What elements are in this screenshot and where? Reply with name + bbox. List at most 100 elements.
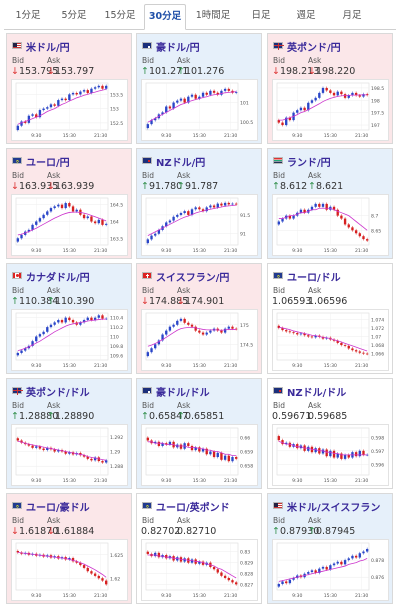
- tab-5[interactable]: 日足: [251, 10, 271, 21]
- pair-link[interactable]: ユーロ/ドル: [287, 273, 341, 284]
- pair-link[interactable]: NZドル/ドル: [287, 388, 347, 399]
- rate-card[interactable]: ランド/円 Bid Ask ↑8.612 ↑8.621 8.7 8.65 9:30 15:30 2…: [267, 148, 393, 259]
- rate-card[interactable]: ユーロ/豪ドル Bid Ask ↓1.61870 ↓1.61884 1.625 1.62 9:…: [6, 493, 132, 604]
- candle-body: [68, 452, 71, 454]
- tab-0[interactable]: 1分足: [15, 10, 41, 21]
- candle-body: [93, 573, 97, 576]
- pair-link[interactable]: 豪ドル/円: [156, 43, 200, 54]
- candle-body: [194, 207, 197, 210]
- mini-chart[interactable]: 175 174.5 9:30 15:30 21:30: [141, 309, 258, 371]
- y-tick-label: 153.5: [110, 92, 123, 98]
- tab-3[interactable]: 30分足: [144, 4, 186, 30]
- candle-body: [354, 350, 358, 352]
- x-tick-label: 21:30: [224, 478, 237, 484]
- rate-card[interactable]: ユーロ/英ポンド Bid Ask 0.82702 0.82710 0.83 0.829 0.8…: [136, 493, 262, 604]
- candle-body: [358, 95, 361, 97]
- mini-chart[interactable]: 110.4 110.2 110 109.8 109.6 9:30 15:30 21:30: [11, 309, 128, 371]
- rate-card[interactable]: ユーロ/ドル Bid Ask 1.06593 1.06596 1.074 1.072 1.07…: [267, 263, 393, 374]
- rate-card[interactable]: カナダドル/円 Bid Ask ↑110.384 ↑110.390 110.4 110.2 1…: [6, 263, 132, 374]
- mini-chart[interactable]: 1.074 1.072 1.07 1.068 1.066 9:30 15:30 21:30: [272, 309, 389, 371]
- rate-card[interactable]: 米ドル/円 Bid Ask ↓153.795 ↓153.797 153.5 153 152.5…: [6, 33, 132, 144]
- rate-card[interactable]: 米ドル/スイスフラン Bid Ask ↑0.87930 ↑0.87945 0.878 0.8…: [267, 493, 393, 604]
- candle-body: [347, 345, 350, 349]
- candle-body: [307, 102, 310, 111]
- rate-card[interactable]: NZドル/円 Bid Ask ↑91.780 ↑91.787 91.5 91 9:30 15:3…: [136, 148, 262, 259]
- bid-price: 0.82702: [141, 526, 181, 537]
- candle-body: [307, 572, 310, 574]
- pair-link[interactable]: 英ポンド/ドル: [26, 388, 90, 399]
- candle-body: [292, 332, 295, 334]
- bid-label: Bid: [273, 286, 285, 295]
- rate-card[interactable]: 豪ドル/ドル Bid Ask ↑0.65847 ↑0.65851 0.66 0.659 0.6…: [136, 378, 262, 489]
- arrow-down-icon: ↓: [177, 296, 185, 307]
- mini-chart[interactable]: 164.5 164 163.5 9:30 15:30 21:30: [11, 194, 128, 256]
- candle-body: [314, 335, 317, 338]
- tab-4[interactable]: 1時間足: [195, 10, 231, 21]
- mini-chart[interactable]: 0.598 0.597 0.596 9:30 15:30 21:30: [272, 424, 389, 486]
- bid-label: Bid: [142, 286, 154, 295]
- mini-chart[interactable]: 101 100.5 9:30 15:30 21:30: [141, 79, 258, 141]
- x-tick-label: 21:30: [355, 478, 368, 484]
- mini-chart[interactable]: 8.7 8.65 9:30 15:30 21:30: [272, 194, 389, 256]
- pair-link[interactable]: スイスフラン/円: [156, 273, 230, 284]
- pair-link[interactable]: 英ポンド/円: [287, 43, 341, 54]
- rate-card[interactable]: 英ポンド/ドル Bid Ask ↑1.28880 ↑1.28890 1.292 1.29 1.…: [6, 378, 132, 489]
- mini-chart[interactable]: 0.66 0.659 0.658 9:30 15:30 21:30: [141, 424, 258, 486]
- mini-chart[interactable]: 153.5 153 152.5 9:30 15:30 21:30: [11, 79, 128, 141]
- y-tick-label: 0.658: [240, 463, 253, 469]
- x-tick-label: 9:30: [292, 593, 302, 599]
- tab-1[interactable]: 5分足: [61, 10, 87, 21]
- candle-body: [179, 318, 183, 321]
- mini-chart[interactable]: 91.5 91 9:30 15:30 21:30: [141, 194, 258, 256]
- chart-svg: 110.4 110.2 110 109.8 109.6 9:30 15:30 21:30: [15, 312, 123, 369]
- ask-label: Ask: [308, 516, 322, 525]
- mini-chart[interactable]: 0.878 0.876 9:30 15:30 21:30: [272, 539, 389, 601]
- moving-average-line: [147, 327, 237, 347]
- rate-card[interactable]: NZドル/ドル Bid Ask 0.59671 0.59685 0.598 0.597 0.5…: [267, 378, 393, 489]
- pair-link[interactable]: ユーロ/豪ドル: [26, 503, 90, 514]
- y-tick-label: 153: [110, 107, 119, 113]
- y-tick-label: 197.5: [371, 111, 384, 117]
- pair-link[interactable]: NZドル/円: [156, 158, 206, 169]
- x-tick-label: 21:30: [94, 248, 107, 254]
- pair-link[interactable]: カナダドル/円: [26, 273, 90, 284]
- candle-body: [299, 333, 303, 335]
- candle-body: [146, 551, 150, 554]
- mini-chart[interactable]: 198.5 198 197.5 197 9:30 15:30 21:30: [272, 79, 389, 141]
- rate-card[interactable]: ユーロ/円 Bid Ask ↓163.935 ↓163.939 164.5 164 163.5…: [6, 148, 132, 259]
- pair-link[interactable]: 米ドル/円: [26, 43, 70, 54]
- mini-chart[interactable]: 1.292 1.29 1.288 9:30 15:30 21:30: [11, 424, 128, 486]
- candle-body: [168, 441, 172, 445]
- bid-label: Bid: [12, 516, 24, 525]
- candle-body: [150, 348, 153, 353]
- pair-link[interactable]: ランド/円: [287, 158, 331, 169]
- ask-price: 0.59685: [308, 411, 348, 422]
- candle-body: [325, 203, 328, 210]
- mini-chart[interactable]: 1.625 1.62 9:30 15:30 21:30: [11, 539, 128, 601]
- tab-2[interactable]: 15分足: [104, 10, 136, 21]
- candle-body: [97, 575, 100, 579]
- pair-link[interactable]: 米ドル/スイスフラン: [287, 503, 381, 514]
- candle-body: [16, 550, 20, 553]
- flag-eu-icon: [12, 502, 22, 509]
- rate-card[interactable]: 英ポンド/円 Bid Ask ↓198.213 ↓198.220 198.5 198 197.…: [267, 33, 393, 144]
- mini-chart[interactable]: 0.83 0.829 0.828 0.827 9:30 15:30 21:30: [141, 539, 258, 601]
- tab-7[interactable]: 月足: [342, 10, 362, 21]
- candle-body: [146, 352, 150, 357]
- x-tick-label: 9:30: [161, 593, 171, 599]
- candle-body: [187, 322, 190, 325]
- tab-6[interactable]: 週足: [296, 10, 316, 21]
- pair-link[interactable]: ユーロ/円: [26, 158, 70, 169]
- candle-body: [101, 461, 104, 463]
- pair-link[interactable]: 豪ドル/ドル: [156, 388, 210, 399]
- pair-link[interactable]: ユーロ/英ポンド: [156, 503, 230, 514]
- plot-frame: [145, 312, 239, 361]
- candle-body: [277, 325, 281, 328]
- arrow-up-icon: ↑: [177, 411, 185, 422]
- candle-body: [161, 334, 164, 341]
- rate-card[interactable]: 豪ドル/円 Bid Ask ↑101.271 ↑101.276 101 100.5 9:30 1…: [136, 33, 262, 144]
- bid-label: Bid: [142, 516, 154, 525]
- candle-body: [68, 558, 71, 560]
- candle-body: [303, 209, 306, 213]
- rate-card[interactable]: スイスフラン/円 Bid Ask ↓174.885 ↓174.901 175 174.5 9:…: [136, 263, 262, 374]
